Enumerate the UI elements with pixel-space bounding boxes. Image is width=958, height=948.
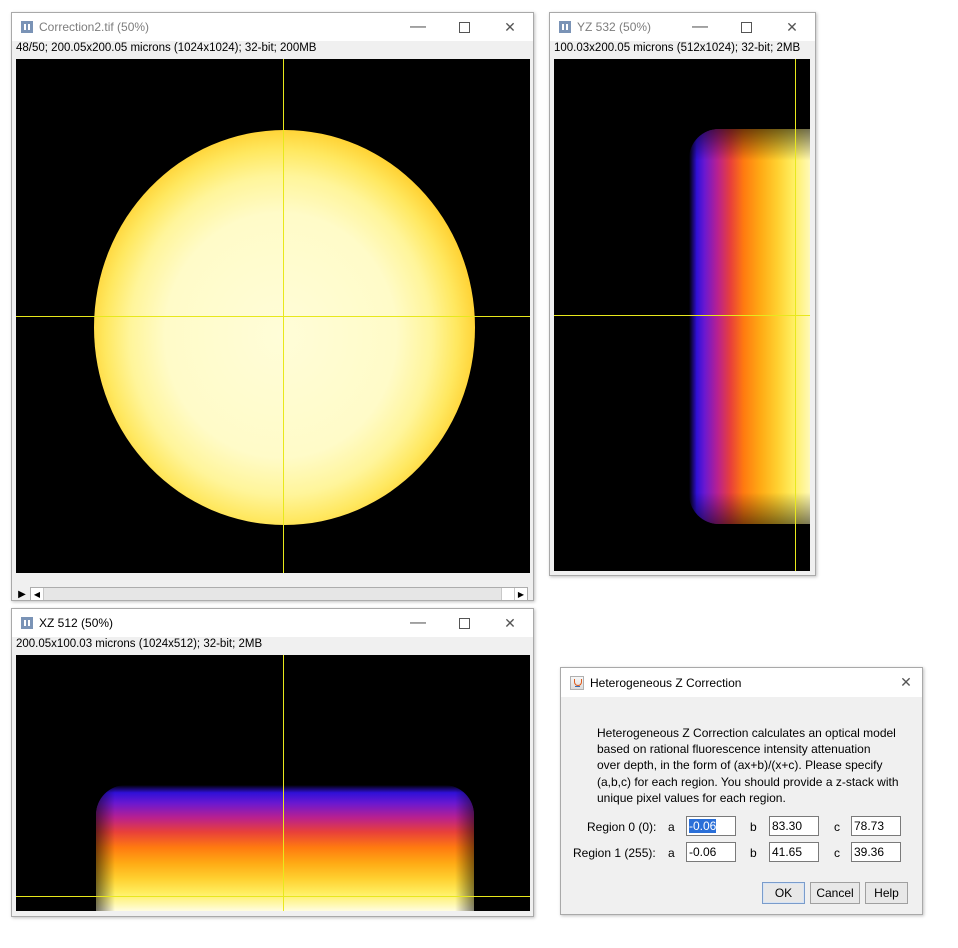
description-line: based on rational fluorescence intensity… bbox=[597, 742, 871, 757]
image-info: 100.03x200.05 microns (512x1024); 32-bit… bbox=[554, 42, 801, 54]
region-label: Region 0 (0): bbox=[587, 820, 657, 834]
correction-dialog[interactable]: Heterogeneous Z Correction ✕ Heterogeneo… bbox=[560, 667, 923, 915]
description-line: Heterogeneous Z Correction calculates an… bbox=[597, 726, 896, 740]
title-bar[interactable]: Correction2.tif (50%) — ✕ bbox=[12, 13, 533, 41]
window-title: YZ 532 (50%) bbox=[577, 20, 652, 34]
param-c-label: c bbox=[834, 820, 840, 834]
title-bar[interactable]: XZ 512 (50%) — ✕ bbox=[12, 609, 533, 637]
maximize-button[interactable] bbox=[441, 13, 487, 41]
param-c-input[interactable]: 39.36 bbox=[851, 842, 901, 862]
cancel-button[interactable]: Cancel bbox=[810, 882, 860, 904]
description-line: over depth, in the form of (ax+b)/(x+c).… bbox=[597, 758, 883, 773]
maximize-icon bbox=[740, 21, 752, 33]
crosshair-horizontal bbox=[16, 316, 530, 317]
imagej-icon bbox=[559, 21, 571, 33]
sphere-image bbox=[94, 130, 475, 525]
close-button[interactable]: ✕ bbox=[504, 18, 516, 35]
maximize-icon bbox=[458, 21, 470, 33]
close-button[interactable]: ✕ bbox=[900, 674, 912, 690]
image-canvas[interactable] bbox=[16, 59, 530, 573]
image-window-yz[interactable]: YZ 532 (50%) — ✕ 100.03x200.05 microns (… bbox=[549, 12, 816, 576]
play-icon[interactable]: ▶ bbox=[18, 588, 26, 600]
param-c-input[interactable]: 78.73 bbox=[851, 816, 901, 836]
dialog-title-bar[interactable]: Heterogeneous Z Correction ✕ bbox=[561, 668, 922, 697]
param-b-input[interactable]: 41.65 bbox=[769, 842, 819, 862]
crosshair-horizontal bbox=[16, 896, 530, 897]
imagej-icon bbox=[21, 617, 33, 629]
imagej-icon bbox=[21, 21, 33, 33]
help-button[interactable]: Help bbox=[865, 882, 908, 904]
window-title: XZ 512 (50%) bbox=[39, 616, 114, 630]
scroll-left-arrow[interactable]: ◀ bbox=[31, 588, 44, 600]
description-line: (a,b,c) for each region. You should prov… bbox=[597, 774, 899, 789]
param-b-label: b bbox=[750, 820, 757, 834]
param-b-label: b bbox=[750, 846, 757, 860]
selected-text: -0.06 bbox=[689, 819, 717, 833]
minimize-button[interactable]: — bbox=[410, 614, 426, 631]
scroll-right-arrow[interactable]: ▶ bbox=[514, 588, 527, 600]
stack-slider-row: ▶ ◀ ▶ bbox=[16, 585, 530, 603]
image-window-main[interactable]: Correction2.tif (50%) — ✕ 48/50; 200.05x… bbox=[11, 12, 534, 601]
crosshair-vertical bbox=[283, 655, 284, 911]
maximize-icon bbox=[458, 617, 470, 629]
java-icon bbox=[570, 675, 584, 690]
param-c-label: c bbox=[834, 846, 840, 860]
dialog-title: Heterogeneous Z Correction bbox=[590, 675, 742, 690]
scrollbar-thumb[interactable] bbox=[44, 588, 502, 600]
close-button[interactable]: ✕ bbox=[504, 614, 516, 631]
region-label: Region 1 (255): bbox=[573, 846, 656, 860]
description-line: unique pixel values for each region. bbox=[597, 790, 786, 805]
dialog-description: Heterogeneous Z Correction calculates an… bbox=[597, 725, 917, 806]
xz-fade bbox=[96, 785, 474, 911]
param-a-input[interactable]: -0.06 bbox=[686, 816, 736, 836]
param-a-input[interactable]: -0.06 bbox=[686, 842, 736, 862]
title-bar[interactable]: YZ 532 (50%) — ✕ bbox=[550, 13, 815, 41]
close-button[interactable]: ✕ bbox=[786, 18, 798, 35]
param-a-label: a bbox=[668, 846, 675, 860]
image-info: 200.05x100.03 microns (1024x512); 32-bit… bbox=[16, 638, 263, 650]
minimize-button[interactable]: — bbox=[692, 18, 708, 35]
param-b-input[interactable]: 83.30 bbox=[769, 816, 819, 836]
yz-fade bbox=[689, 129, 810, 524]
image-window-xz[interactable]: XZ 512 (50%) — ✕ 200.05x100.03 microns (… bbox=[11, 608, 534, 917]
image-canvas[interactable] bbox=[554, 59, 810, 571]
crosshair-horizontal bbox=[554, 315, 810, 316]
ok-button[interactable]: OK bbox=[762, 882, 805, 904]
stack-scrollbar[interactable]: ◀ ▶ bbox=[30, 587, 528, 601]
image-canvas[interactable] bbox=[16, 655, 530, 911]
param-a-label: a bbox=[668, 820, 675, 834]
maximize-button[interactable] bbox=[723, 13, 769, 41]
window-title: Correction2.tif (50%) bbox=[39, 20, 150, 34]
maximize-button[interactable] bbox=[441, 609, 487, 637]
minimize-button[interactable]: — bbox=[410, 18, 426, 35]
image-info: 48/50; 200.05x200.05 microns (1024x1024)… bbox=[16, 42, 317, 54]
